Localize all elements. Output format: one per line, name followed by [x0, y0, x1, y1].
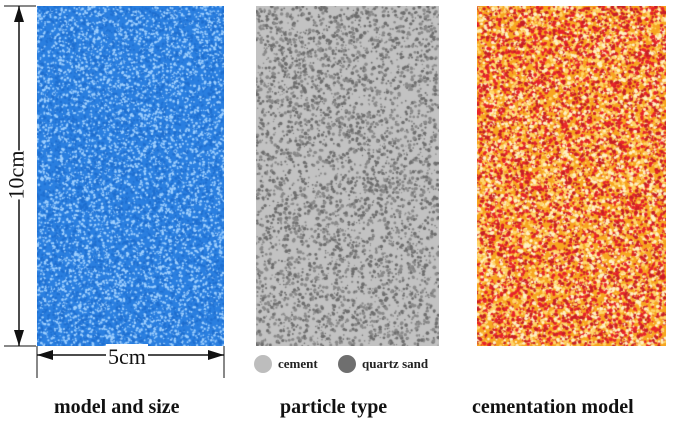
cementation-sample-image	[477, 6, 666, 346]
cementation-panel: cementation model	[470, 0, 685, 425]
height-arrow-top	[14, 6, 24, 22]
cementation-caption: cementation model	[472, 396, 634, 418]
model-caption: model and size	[54, 396, 180, 418]
cement-swatch	[254, 355, 272, 373]
quartz-sand-label: quartz sand	[362, 356, 429, 371]
particle-panel: cement quartz sand particle type	[240, 0, 460, 425]
particle-sample-image	[256, 6, 439, 346]
height-label: 10cm	[1, 150, 32, 200]
legend-cement: cement	[254, 355, 318, 373]
model-sample-image	[37, 6, 224, 346]
height-arrow-bottom	[14, 330, 24, 346]
width-label: 5cm	[106, 344, 148, 370]
particle-caption: particle type	[280, 396, 388, 418]
width-arrow-left	[37, 350, 53, 360]
width-arrow-right	[208, 350, 224, 360]
quartz-sand-swatch	[338, 355, 356, 373]
cement-label: cement	[278, 356, 318, 371]
legend-quartz-sand: quartz sand	[338, 355, 428, 373]
model-panel: 10cm 5cm model and size	[0, 0, 230, 425]
